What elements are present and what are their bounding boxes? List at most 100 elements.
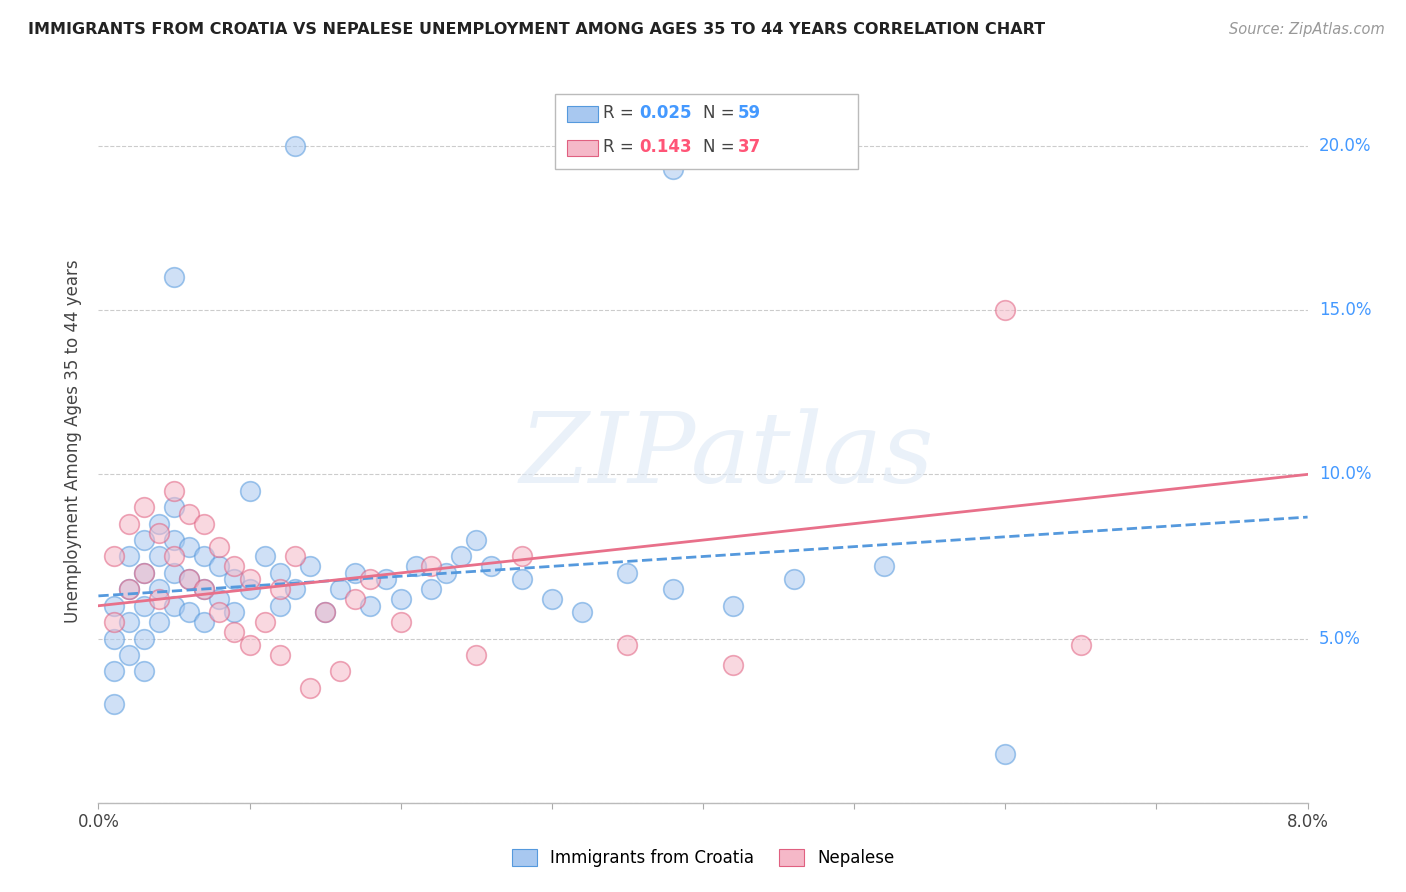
Point xyxy=(344,592,367,607)
Legend: Immigrants from Croatia, Nepalese: Immigrants from Croatia, Nepalese xyxy=(505,842,901,874)
Text: N =: N = xyxy=(703,138,740,156)
Text: 0.143: 0.143 xyxy=(640,138,692,156)
Point xyxy=(239,582,262,597)
Point xyxy=(314,605,336,619)
Point xyxy=(224,573,246,587)
Point xyxy=(163,270,186,285)
Point xyxy=(510,549,533,564)
Point xyxy=(224,625,246,640)
Point xyxy=(132,632,155,646)
Text: 59: 59 xyxy=(738,104,761,122)
Point xyxy=(163,549,186,564)
Point xyxy=(389,615,412,630)
Point xyxy=(179,573,201,587)
Text: 10.0%: 10.0% xyxy=(1319,466,1371,483)
Point xyxy=(163,483,186,498)
Point xyxy=(193,582,215,597)
Point xyxy=(284,582,307,597)
Point xyxy=(132,599,155,613)
Point xyxy=(661,582,683,597)
Point xyxy=(360,599,382,613)
Point xyxy=(616,566,638,580)
Point xyxy=(389,592,412,607)
Point xyxy=(253,615,276,630)
Text: 37: 37 xyxy=(738,138,762,156)
Text: Source: ZipAtlas.com: Source: ZipAtlas.com xyxy=(1229,22,1385,37)
Point xyxy=(193,516,215,531)
Point xyxy=(148,526,170,541)
Point xyxy=(374,573,396,587)
Point xyxy=(1070,638,1092,652)
Point xyxy=(132,566,155,580)
Text: IMMIGRANTS FROM CROATIA VS NEPALESE UNEMPLOYMENT AMONG AGES 35 TO 44 YEARS CORRE: IMMIGRANTS FROM CROATIA VS NEPALESE UNEM… xyxy=(28,22,1045,37)
Point xyxy=(148,592,170,607)
Point xyxy=(299,681,322,695)
Point xyxy=(118,648,141,662)
Point xyxy=(132,500,155,515)
Point xyxy=(103,615,125,630)
Point xyxy=(132,566,155,580)
Point xyxy=(103,599,125,613)
Point xyxy=(465,648,488,662)
Point xyxy=(269,599,291,613)
Text: 0.025: 0.025 xyxy=(640,104,692,122)
Point xyxy=(873,559,896,574)
Text: 20.0%: 20.0% xyxy=(1319,137,1371,155)
Point xyxy=(163,533,186,547)
Point xyxy=(103,698,125,712)
Point xyxy=(103,549,125,564)
Point xyxy=(239,638,262,652)
Point xyxy=(434,566,457,580)
Point xyxy=(208,559,231,574)
Point xyxy=(179,540,201,554)
Point xyxy=(148,615,170,630)
Point xyxy=(783,573,806,587)
Point xyxy=(420,582,443,597)
Point xyxy=(360,573,382,587)
Point xyxy=(284,139,307,153)
Point xyxy=(193,615,215,630)
Point xyxy=(179,605,201,619)
Point xyxy=(344,566,367,580)
Point xyxy=(269,566,291,580)
Y-axis label: Unemployment Among Ages 35 to 44 years: Unemployment Among Ages 35 to 44 years xyxy=(65,260,83,624)
Point xyxy=(284,549,307,564)
Point xyxy=(405,559,427,574)
Point xyxy=(208,605,231,619)
Text: R =: R = xyxy=(603,138,640,156)
Point xyxy=(299,559,322,574)
Point xyxy=(571,605,593,619)
Point xyxy=(420,559,443,574)
Point xyxy=(329,665,352,679)
Point xyxy=(132,533,155,547)
Point xyxy=(103,665,125,679)
Point xyxy=(994,303,1017,318)
Point xyxy=(208,540,231,554)
Point xyxy=(269,648,291,662)
Text: 15.0%: 15.0% xyxy=(1319,301,1371,319)
Text: N =: N = xyxy=(703,104,740,122)
Point xyxy=(103,632,125,646)
Point xyxy=(179,573,201,587)
Point xyxy=(193,549,215,564)
Text: ZIPatlas: ZIPatlas xyxy=(520,409,935,504)
Point xyxy=(540,592,562,607)
Point xyxy=(723,599,745,613)
Point xyxy=(616,638,638,652)
Point xyxy=(179,507,201,521)
Point xyxy=(193,582,215,597)
Point xyxy=(208,592,231,607)
Point xyxy=(118,549,141,564)
Point xyxy=(118,615,141,630)
Point xyxy=(148,549,170,564)
Point xyxy=(132,665,155,679)
Point xyxy=(253,549,276,564)
Point xyxy=(118,582,141,597)
Point xyxy=(118,582,141,597)
Point xyxy=(465,533,488,547)
Point xyxy=(163,500,186,515)
Point xyxy=(163,599,186,613)
Point xyxy=(148,516,170,531)
Point xyxy=(224,559,246,574)
Point xyxy=(450,549,472,564)
